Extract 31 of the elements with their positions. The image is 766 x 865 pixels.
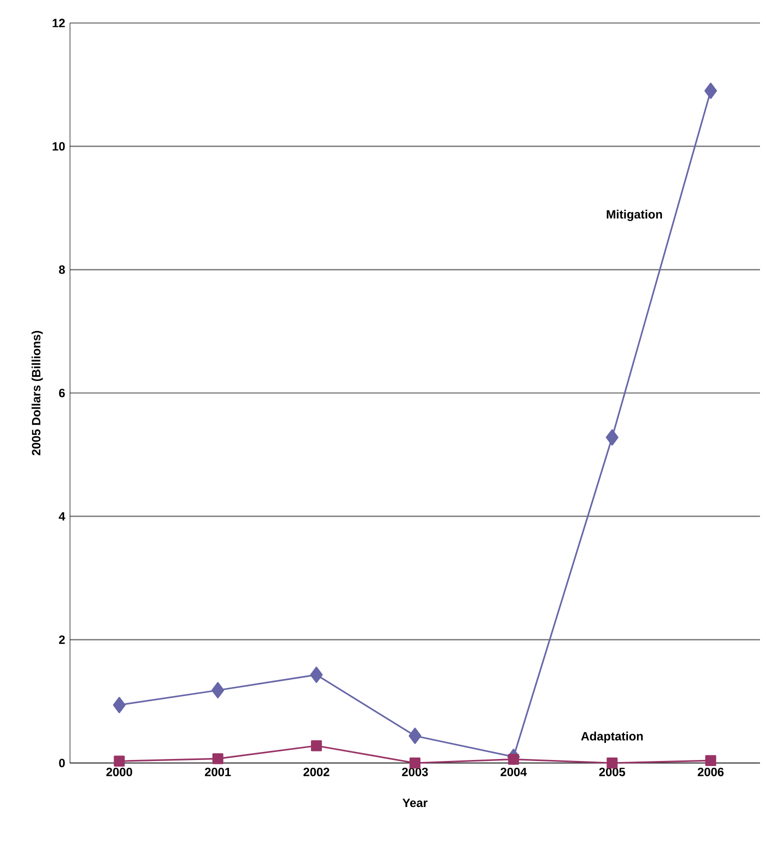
y-tick-label: 2 (59, 635, 65, 644)
point (212, 753, 224, 764)
point (606, 758, 618, 768)
y-tick-label: 0 (59, 758, 65, 768)
y-tick-label: 8 (58, 265, 65, 274)
x-tick-label: 2000 (106, 768, 132, 776)
series-label: Mitigation (606, 210, 662, 222)
point (212, 682, 224, 698)
point (606, 429, 618, 446)
y-tick-label: 10 (52, 142, 65, 151)
y-tick-label: 12 (52, 18, 65, 28)
x-tick-label: 2004 (500, 768, 527, 776)
x-tick-label: 2003 (402, 768, 428, 776)
x-tick-label: 2005 (599, 768, 626, 776)
point (112, 696, 126, 714)
series-label: Adaptation (581, 732, 643, 743)
x-tick-label: 2006 (698, 768, 724, 776)
point (508, 754, 520, 765)
point (408, 728, 422, 744)
point (310, 666, 323, 683)
y-tick-label: 4 (58, 512, 66, 520)
point (704, 82, 717, 99)
point (310, 740, 322, 752)
point (114, 756, 125, 767)
x-tick-label: 2002 (303, 768, 330, 776)
y-tick-label: 6 (59, 388, 65, 398)
y-axis-title: 2005 Dollars (Billions) (32, 330, 43, 456)
x-axis-title: Year (402, 798, 428, 808)
point (705, 755, 716, 766)
point (410, 758, 420, 768)
x-tick-label: 2001 (204, 768, 231, 776)
